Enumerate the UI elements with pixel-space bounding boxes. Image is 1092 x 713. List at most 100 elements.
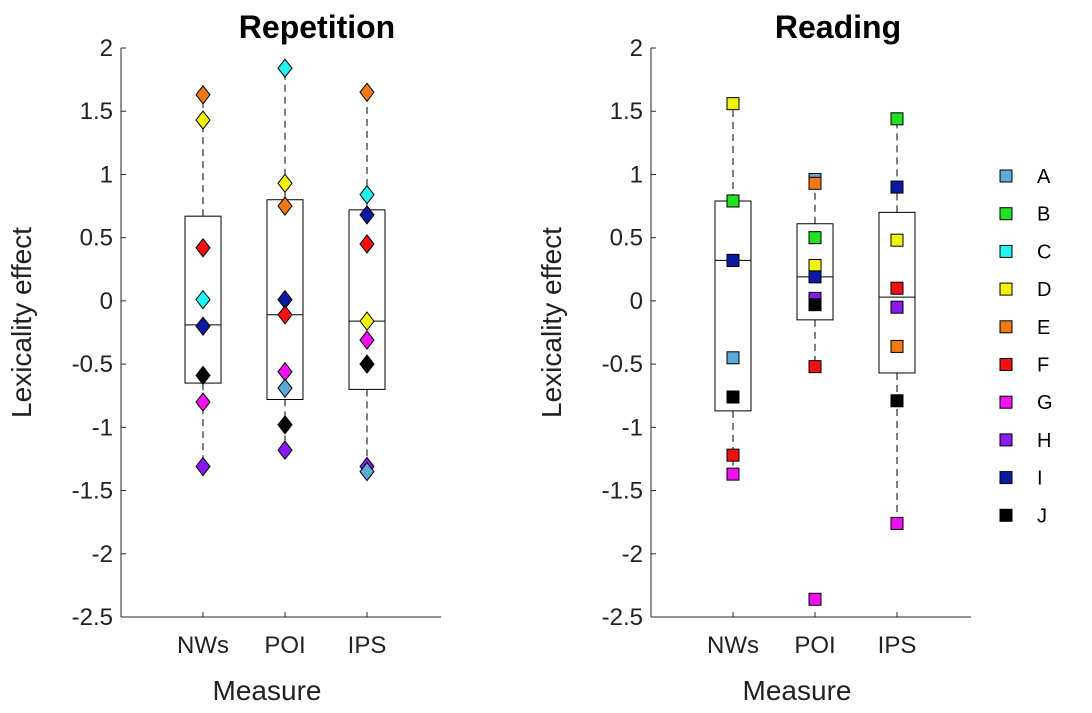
data-point-c <box>359 184 375 205</box>
legend-item-i: I <box>999 468 1043 490</box>
y-tick-label: -2 <box>622 541 643 568</box>
legend-marker <box>999 508 1013 522</box>
data-point-h <box>195 456 211 477</box>
y-tick-label: -0.5 <box>602 351 643 378</box>
legend-item-h: H <box>999 430 1051 452</box>
y-tick-label: -1.5 <box>602 478 643 505</box>
data-point-a <box>359 461 375 482</box>
box-nws <box>714 103 752 475</box>
data-point-b <box>726 194 740 208</box>
box-ips <box>348 91 386 473</box>
y-tick-label: 0 <box>630 288 643 315</box>
data-point-b <box>808 231 822 245</box>
data-point-i <box>890 180 904 194</box>
data-point-f <box>277 304 293 325</box>
y-tick-label: 0.5 <box>80 225 113 252</box>
chart-title: Reading <box>775 9 901 45</box>
legend-label: I <box>1037 468 1043 490</box>
box-body <box>714 200 752 412</box>
y-tick-label: -0.5 <box>72 351 113 378</box>
legend-label: E <box>1037 317 1050 339</box>
legend-marker <box>999 320 1013 334</box>
data-point-d <box>808 258 822 272</box>
data-point-i <box>726 253 740 267</box>
legend-label: D <box>1037 279 1051 301</box>
data-point-g <box>277 361 293 382</box>
legend-label: J <box>1037 505 1047 527</box>
data-point-d <box>277 173 293 194</box>
data-point-f <box>195 237 211 258</box>
data-point-e <box>890 339 904 353</box>
legend-label: F <box>1037 355 1049 377</box>
legend-marker <box>999 395 1013 409</box>
data-point-e <box>359 82 375 103</box>
legend-marker <box>999 207 1013 221</box>
legend-label: H <box>1037 430 1051 452</box>
legend-marker <box>999 471 1013 485</box>
data-point-d <box>195 110 211 130</box>
data-point-i <box>359 205 375 225</box>
data-point-e <box>277 196 293 216</box>
y-tick-label: 1 <box>100 161 113 188</box>
data-point-a <box>726 351 740 365</box>
legend-label: A <box>1037 166 1051 188</box>
data-point-g <box>808 592 822 606</box>
data-point-j <box>890 394 904 408</box>
x-tick-label: NWs <box>707 632 759 659</box>
data-point-j <box>277 414 293 435</box>
y-tick-label: -2 <box>92 541 113 568</box>
box-ips <box>878 118 916 524</box>
y-tick-label: 1 <box>630 161 643 188</box>
legend-item-d: D <box>999 279 1051 301</box>
data-point-g <box>359 330 375 350</box>
x-tick-label: POI <box>794 632 835 659</box>
legend-item-g: G <box>999 392 1053 414</box>
legend-label: C <box>1037 241 1051 263</box>
data-point-h <box>277 440 293 460</box>
x-axis-label: Measure <box>743 675 852 706</box>
legend-marker <box>999 433 1013 447</box>
data-point-i <box>195 316 211 336</box>
legend-item-b: B <box>999 204 1050 226</box>
y-tick-label: -2.5 <box>602 604 643 631</box>
data-point-f <box>808 360 822 374</box>
data-point-j <box>808 298 822 312</box>
panel-reading: 2 1.5 1 0.5 0 -0.5 -1 -1.5 -2 -2.5 NWs POI IPS Readin… <box>536 9 971 706</box>
data-point-a <box>277 378 293 398</box>
data-point-g <box>195 392 211 412</box>
y-tick-label: 1.5 <box>80 98 113 125</box>
legend-label: G <box>1037 392 1053 414</box>
y-tick-label: -1 <box>622 414 643 441</box>
x-axis-label: Measure <box>213 675 322 706</box>
y-tick-label: 2 <box>630 35 643 62</box>
legend-marker <box>999 282 1013 296</box>
data-point-j <box>359 354 375 374</box>
y-tick-label: 1.5 <box>610 98 643 125</box>
legend-item-c: C <box>999 241 1051 263</box>
y-tick-label: 0.5 <box>610 225 643 252</box>
data-point-f <box>726 448 740 462</box>
data-point-e <box>808 176 822 190</box>
box-body <box>878 211 916 374</box>
legend-marker <box>999 244 1013 258</box>
data-point-d <box>726 97 740 111</box>
legend-item-e: E <box>999 317 1050 339</box>
y-tick-label: -1.5 <box>72 478 113 505</box>
y-tick-label: -1 <box>92 414 113 441</box>
y-axis-label: Lexicality effect <box>6 227 37 418</box>
data-point-d <box>890 233 904 247</box>
y-tick-label: 2 <box>100 35 113 62</box>
box-body <box>796 223 834 321</box>
x-tick-label: IPS <box>348 632 387 659</box>
data-point-h <box>890 300 904 314</box>
data-point-g <box>890 516 904 530</box>
chart-title: Repetition <box>239 9 395 45</box>
data-point-e <box>195 84 211 105</box>
x-tick-label: NWs <box>177 632 229 659</box>
data-point-d <box>359 311 375 331</box>
x-tick-label: IPS <box>878 632 917 659</box>
y-tick-label: 0 <box>100 288 113 315</box>
data-point-c <box>277 58 293 79</box>
